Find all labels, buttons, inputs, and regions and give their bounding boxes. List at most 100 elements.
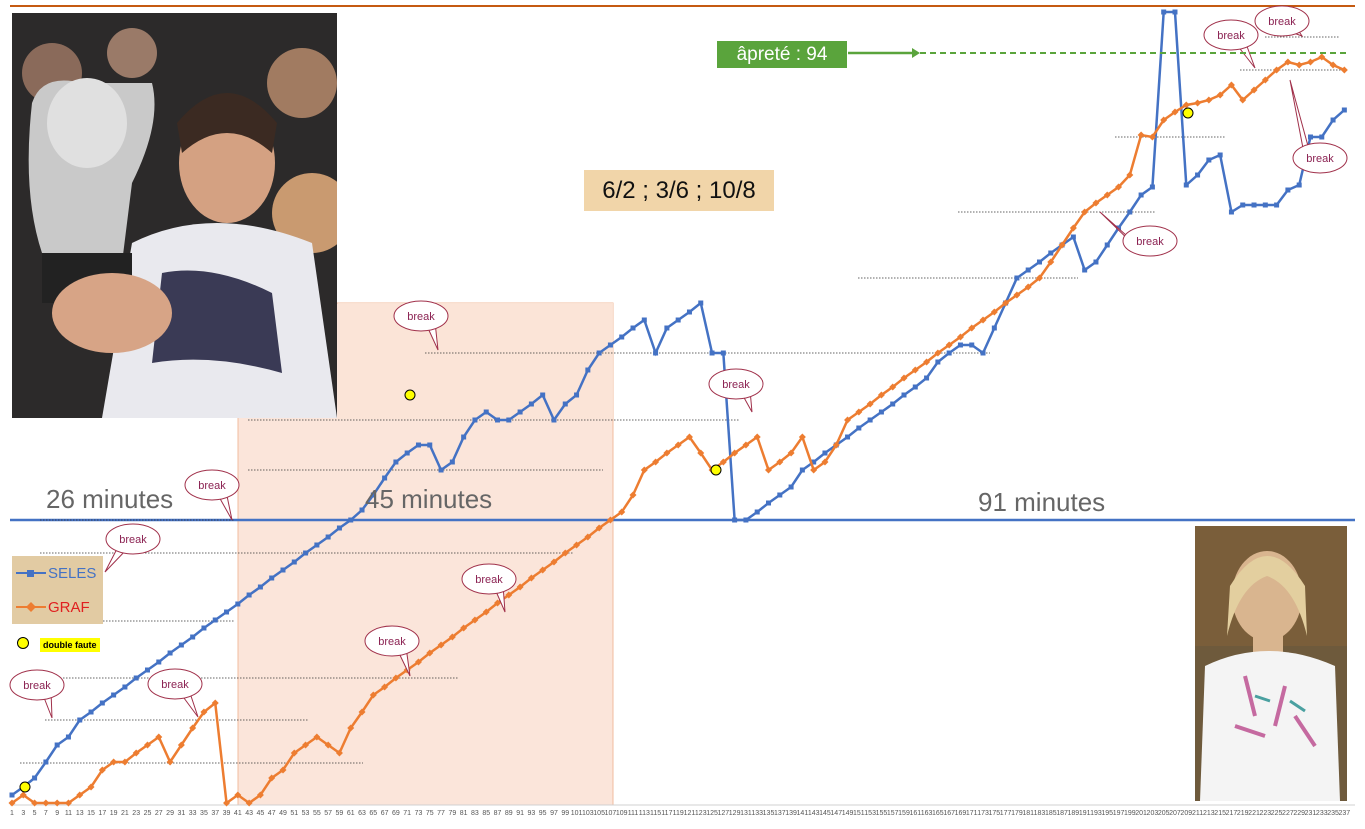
data-point-seles [619, 334, 625, 340]
break-callout: break [1289, 79, 1348, 174]
x-tick-label: 55 [313, 810, 321, 817]
x-tick-label: 7 [44, 810, 48, 817]
data-point-seles [190, 634, 196, 640]
data-point-graf [810, 466, 818, 474]
break-callout-label: break [407, 311, 435, 323]
data-point-seles [822, 450, 828, 456]
x-tick-label: 151 [853, 810, 865, 817]
x-tick-label: 37 [211, 810, 219, 817]
x-tick-label: 145 [819, 810, 831, 817]
data-point-seles [912, 384, 918, 390]
data-point-graf [1340, 66, 1348, 74]
data-point-graf [302, 741, 310, 749]
data-point-graf [561, 549, 569, 557]
apret-arrow-head [912, 48, 920, 58]
data-point-graf [934, 349, 942, 357]
data-point-graf [471, 616, 479, 624]
x-tick-label: 175 [988, 810, 1000, 817]
data-point-graf [324, 741, 332, 749]
data-point-seles [506, 417, 512, 423]
data-point-graf [381, 683, 389, 691]
data-point-seles [212, 617, 218, 623]
data-point-seles [201, 625, 207, 631]
x-tick-label: 21 [121, 810, 129, 817]
set2-shaded-upper [338, 303, 613, 419]
x-tick-label: 97 [550, 810, 558, 817]
x-tick-label: 219 [1237, 810, 1249, 817]
data-point-graf [1081, 208, 1089, 216]
legend-seles-marker [16, 565, 46, 581]
x-tick-label: 225 [1271, 810, 1283, 817]
break-callout: break [184, 469, 240, 521]
double-fault-marker [19, 781, 31, 793]
x-tick-label: 81 [460, 810, 468, 817]
data-point-graf [494, 599, 502, 607]
break-callout: break [1254, 5, 1310, 37]
x-tick-label: 165 [932, 810, 944, 817]
data-point-graf [685, 433, 693, 441]
data-point-graf [1035, 274, 1043, 282]
data-point-graf [1103, 191, 1111, 199]
x-tick-label: 179 [1011, 810, 1023, 817]
x-tick-label: 187 [1056, 810, 1068, 817]
x-tick-label: 221 [1248, 810, 1260, 817]
data-point-graf [990, 308, 998, 316]
x-tick-label: 105 [593, 810, 605, 817]
data-point-graf [618, 508, 626, 516]
data-point-graf [166, 758, 174, 766]
data-point-seles [1274, 202, 1280, 208]
data-point-seles [235, 601, 241, 607]
reference-dotted-lines [20, 36, 1345, 764]
x-tick-label: 93 [527, 810, 535, 817]
data-point-seles [438, 467, 444, 473]
data-point-graf [1013, 291, 1021, 299]
data-point-seles [698, 300, 704, 306]
x-tick-label: 91 [516, 810, 524, 817]
data-point-seles [540, 392, 546, 398]
x-tick-label: 45 [257, 810, 265, 817]
break-callout-bubble [393, 300, 449, 332]
data-point-seles [472, 417, 478, 423]
break-callout: break [708, 368, 764, 413]
x-tick-label: 131 [740, 810, 752, 817]
data-point-seles [574, 392, 580, 398]
break-callout-label: break [1136, 236, 1164, 248]
data-point-graf [516, 583, 524, 591]
x-tick-label: 101 [571, 810, 583, 817]
data-point-graf [889, 383, 897, 391]
data-point-graf [742, 441, 750, 449]
x-tick-label: 23 [132, 810, 140, 817]
data-point-graf [1227, 81, 1235, 89]
data-point-seles [65, 734, 71, 740]
set1-duration: 26 minutes [46, 484, 174, 514]
break-callout-label: break [378, 636, 406, 648]
x-tick-label: 73 [415, 810, 423, 817]
x-tick-label: 137 [774, 810, 786, 817]
data-point-graf [821, 458, 829, 466]
data-point-graf [42, 799, 50, 807]
data-point-seles [111, 692, 117, 698]
x-tick-label: 203 [1147, 810, 1159, 817]
data-point-seles [517, 409, 523, 415]
x-tick-label: 103 [582, 810, 594, 817]
data-point-seles [630, 325, 636, 331]
data-point-graf [844, 416, 852, 424]
break-callout: break [147, 668, 203, 718]
data-point-graf [1329, 61, 1337, 69]
data-point-graf [866, 400, 874, 408]
x-tick-label: 75 [426, 810, 434, 817]
x-tick-label: 237 [1339, 810, 1351, 817]
data-point-graf [1148, 133, 1156, 141]
data-point-graf [652, 458, 660, 466]
data-point-seles [1138, 192, 1144, 198]
data-point-graf [1194, 99, 1202, 107]
data-point-seles [404, 450, 410, 456]
data-point-graf [426, 649, 434, 657]
data-point-seles [1228, 209, 1234, 215]
data-point-graf [776, 458, 784, 466]
x-tick-label: 231 [1305, 810, 1317, 817]
data-point-graf [1137, 131, 1145, 139]
data-point-graf [155, 733, 163, 741]
data-point-graf [211, 699, 219, 707]
data-point-graf [855, 408, 863, 416]
